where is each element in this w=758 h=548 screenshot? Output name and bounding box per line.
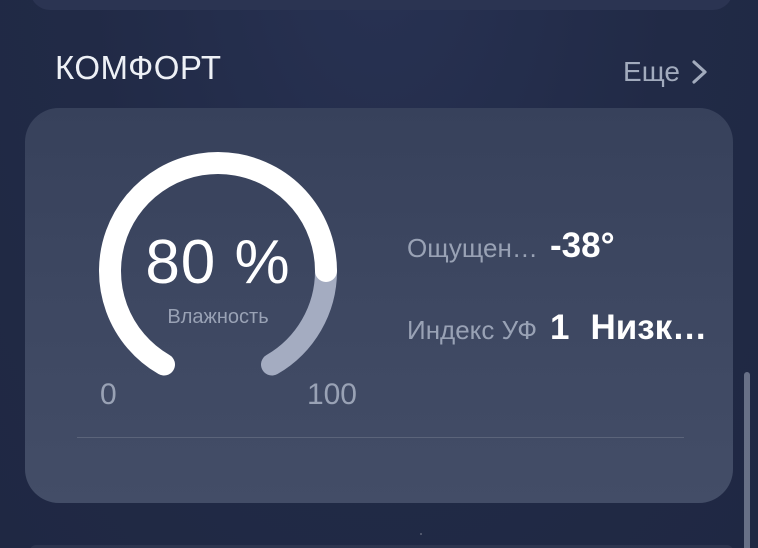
comfort-card[interactable]: 80 % Влажность 0 100 Ощущен… -38° Индекс…: [25, 108, 733, 503]
background-stars: [0, 0, 2, 2]
feels-like-label: Ощущен…: [407, 233, 538, 263]
previous-card-edge: [30, 0, 733, 10]
gauge-track-arc: [261, 260, 337, 376]
scrollbar-thumb[interactable]: [744, 372, 750, 548]
card-divider: [77, 437, 684, 438]
humidity-gauge: [99, 152, 337, 376]
section-header: КОМФОРТ Еще: [0, 46, 758, 90]
gauge-filled-arc: [99, 152, 337, 376]
humidity-caption: Влажность: [167, 306, 269, 328]
feels-like-value: -38°: [550, 226, 615, 265]
more-button-label: Еще: [623, 56, 680, 87]
metric-row-uv-index: Индекс УФ 1 Низк…: [407, 308, 707, 348]
section-title: КОМФОРТ: [55, 49, 222, 86]
metric-row-feels-like: Ощущен… -38°: [407, 226, 615, 266]
gauge-max-label: 100: [306, 378, 357, 411]
uv-index-label: Индекс УФ: [407, 315, 537, 345]
uv-index-level: Низк…: [590, 308, 708, 347]
humidity-value: 80 %: [145, 228, 291, 297]
uv-index-number: 1: [550, 308, 570, 347]
next-card-edge: [30, 545, 733, 548]
uv-index-value: 1 Низк…: [550, 308, 707, 348]
chevron-right-icon: [692, 60, 707, 84]
gauge-scale: 0 100: [100, 379, 357, 411]
more-button[interactable]: Еще: [623, 57, 708, 87]
gauge-min-label: 0: [100, 378, 117, 411]
